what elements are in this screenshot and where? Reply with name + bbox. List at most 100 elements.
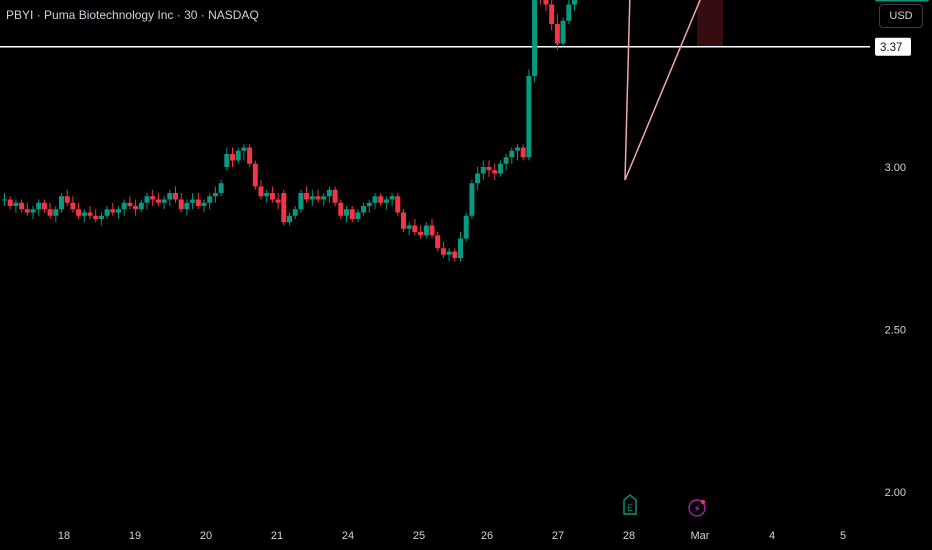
candle-body	[292, 209, 298, 216]
candle-body	[315, 196, 321, 200]
candle-body	[178, 199, 184, 210]
candle-body	[13, 202, 19, 206]
candle-body	[338, 202, 344, 216]
candle-body	[509, 150, 515, 158]
candle-body	[218, 183, 224, 193]
candle-body	[36, 202, 42, 210]
candle-body	[309, 196, 315, 200]
candle-body	[435, 235, 441, 249]
dividend-marker-shape	[688, 499, 706, 517]
dividend-marker[interactable]: ⚡	[688, 499, 706, 517]
candle-body	[207, 196, 213, 203]
candle-body	[344, 209, 349, 216]
candle-body	[258, 186, 264, 197]
candle-body	[252, 163, 258, 187]
dividend-marker-label: ⚡	[693, 504, 700, 515]
candle-body	[440, 248, 446, 255]
y-axis-tick-label: 2.00	[885, 487, 906, 499]
x-axis-tick-label: 20	[200, 530, 212, 542]
candle-body	[121, 202, 127, 210]
candle-body	[326, 189, 332, 197]
currency-selector[interactable]: USD	[879, 4, 923, 28]
candle-body	[161, 199, 167, 203]
candle-body	[155, 199, 161, 203]
candle-body	[429, 225, 435, 236]
candle-body	[281, 193, 287, 223]
candle-body	[560, 20, 566, 44]
candle-body	[104, 209, 110, 216]
candle-body	[64, 196, 70, 203]
candle-body	[366, 202, 372, 206]
earnings-marker[interactable]: E	[623, 494, 637, 515]
candle-body	[355, 212, 361, 219]
candle-body	[463, 215, 469, 239]
candle-body	[150, 196, 156, 200]
candle-body	[412, 225, 418, 232]
x-axis-tick-label: 21	[271, 530, 283, 542]
candle-body	[287, 215, 292, 223]
candle-body	[2, 199, 7, 201]
candle-body	[566, 4, 572, 21]
candle-body	[486, 167, 492, 171]
candle-body	[458, 238, 463, 258]
candle-body	[497, 163, 503, 174]
candle-body	[19, 202, 25, 210]
candle-body	[59, 196, 64, 210]
candle-body	[469, 183, 475, 216]
candle-body	[173, 193, 178, 200]
candle-body	[480, 167, 486, 174]
candle-body	[87, 212, 93, 216]
candle-body	[47, 209, 53, 216]
candle-body	[190, 199, 196, 203]
candle-body	[212, 193, 218, 197]
candle-body	[406, 225, 412, 229]
candle-body	[372, 196, 378, 203]
candle-body	[554, 24, 560, 44]
candle-body	[7, 199, 13, 206]
candle-body	[144, 196, 150, 203]
candle-body	[41, 202, 47, 210]
x-axis-tick-label: 24	[342, 530, 354, 542]
candle-body	[76, 209, 82, 216]
candle-body	[492, 170, 498, 174]
candle-body	[195, 199, 201, 206]
marker-notification-dot	[700, 499, 706, 505]
candle-body	[133, 206, 139, 210]
candle-body	[247, 147, 253, 164]
support-price-label: 3.37	[880, 42, 902, 54]
candle-body	[53, 209, 59, 216]
candle-body	[224, 154, 230, 167]
candle-body	[526, 76, 532, 158]
current-price-badge	[875, 0, 929, 2]
candle-body	[241, 147, 247, 151]
candle-body	[515, 147, 520, 151]
candle-body	[24, 209, 30, 213]
candle-body	[264, 193, 270, 197]
candle-body	[98, 215, 104, 219]
candle-body	[520, 147, 526, 158]
candle-body	[116, 209, 121, 213]
candle-body	[361, 206, 367, 213]
candle-body	[201, 202, 207, 206]
candle-body	[503, 157, 509, 164]
candle-body	[452, 251, 458, 258]
x-axis-tick-label: 28	[623, 530, 635, 542]
earnings-marker-shape	[623, 494, 637, 515]
candle-body	[93, 215, 99, 219]
candle-body	[332, 189, 338, 203]
candle-body	[549, 4, 555, 24]
x-axis-tick-label: Mar	[691, 530, 710, 542]
candle-body	[395, 196, 401, 213]
candle-body	[269, 193, 275, 200]
candle-body	[383, 199, 389, 203]
candle-body	[304, 193, 310, 200]
candle-body	[30, 209, 36, 213]
x-axis-tick-label: 26	[481, 530, 493, 542]
candle-body	[81, 212, 87, 216]
candle-body	[475, 173, 481, 184]
x-axis-tick-label: 27	[552, 530, 564, 542]
candle-body	[275, 199, 281, 203]
candle-body	[127, 202, 133, 206]
candle-body	[110, 209, 116, 213]
